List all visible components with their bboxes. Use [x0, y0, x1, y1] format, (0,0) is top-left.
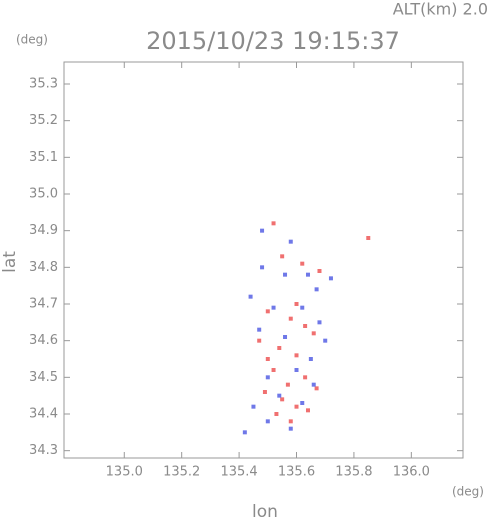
x-tick-label: 135.2	[163, 465, 200, 480]
y-tick-label: 35.3	[29, 77, 58, 92]
data-point	[262, 390, 267, 394]
data-point	[317, 269, 322, 273]
x-tick-label: 135.0	[106, 465, 143, 480]
x-tick-label: 135.4	[220, 465, 257, 480]
data-point	[257, 327, 262, 332]
x-tick-label: 136.0	[393, 465, 430, 480]
data-point	[277, 346, 282, 350]
data-point	[274, 412, 279, 416]
data-point	[294, 404, 299, 409]
data-point	[314, 386, 319, 391]
data-point	[265, 375, 270, 380]
x-tick-label: 135.8	[335, 465, 372, 480]
data-point	[366, 236, 371, 240]
data-point	[271, 368, 276, 372]
data-point	[280, 397, 285, 402]
data-point	[294, 353, 299, 358]
data-point	[311, 382, 316, 387]
data-point	[242, 430, 247, 435]
data-point	[248, 294, 253, 299]
x-axis-label: lon	[252, 502, 278, 521]
y-tick-label: 35.0	[29, 187, 58, 202]
data-point	[303, 375, 308, 380]
data-point	[257, 338, 262, 343]
data-point	[288, 426, 293, 431]
data-point	[265, 309, 270, 314]
data-point	[277, 393, 282, 398]
data-point	[251, 404, 256, 409]
y-tick-label: 35.2	[29, 113, 58, 128]
data-point	[260, 228, 265, 233]
data-point	[314, 287, 319, 292]
data-point	[288, 419, 293, 424]
data-point	[260, 265, 265, 270]
data-point	[300, 261, 305, 266]
data-point	[300, 305, 305, 310]
data-point	[271, 305, 276, 310]
y-tick-label: 34.3	[29, 443, 58, 458]
altitude-label: ALT(km) 2.0	[393, 0, 488, 19]
chart-title: 2015/10/23 19:15:37	[146, 27, 400, 55]
data-point	[283, 335, 288, 339]
y-tick-label: 34.7	[29, 297, 58, 312]
x-unit: (deg)	[452, 485, 484, 499]
data-point	[283, 272, 288, 277]
y-axis-label: lat	[0, 251, 20, 273]
data-point	[280, 254, 285, 259]
data-point	[294, 368, 299, 372]
data-point	[305, 272, 310, 277]
data-point	[288, 239, 293, 244]
data-point	[303, 324, 308, 328]
data-point	[308, 357, 313, 361]
data-point	[265, 357, 270, 361]
data-point	[288, 316, 293, 321]
x-tick-label: 135.6	[278, 465, 315, 480]
data-point	[317, 320, 322, 325]
data-point	[328, 276, 333, 281]
y-tick-label: 34.5	[29, 370, 58, 385]
y-tick-label: 34.4	[29, 407, 58, 422]
data-point	[265, 419, 270, 424]
y-unit: (deg)	[16, 33, 48, 47]
data-point	[323, 338, 328, 343]
plot-frame	[63, 61, 464, 459]
data-point	[271, 221, 276, 226]
data-point	[285, 382, 290, 387]
y-tick-label: 35.1	[29, 150, 58, 165]
data-point	[311, 331, 316, 336]
y-tick-label: 34.6	[29, 333, 58, 348]
data-point	[294, 302, 299, 306]
y-tick-label: 34.8	[29, 260, 58, 275]
data-point	[300, 401, 305, 405]
y-tick-label: 34.9	[29, 223, 58, 238]
data-point	[305, 408, 310, 413]
